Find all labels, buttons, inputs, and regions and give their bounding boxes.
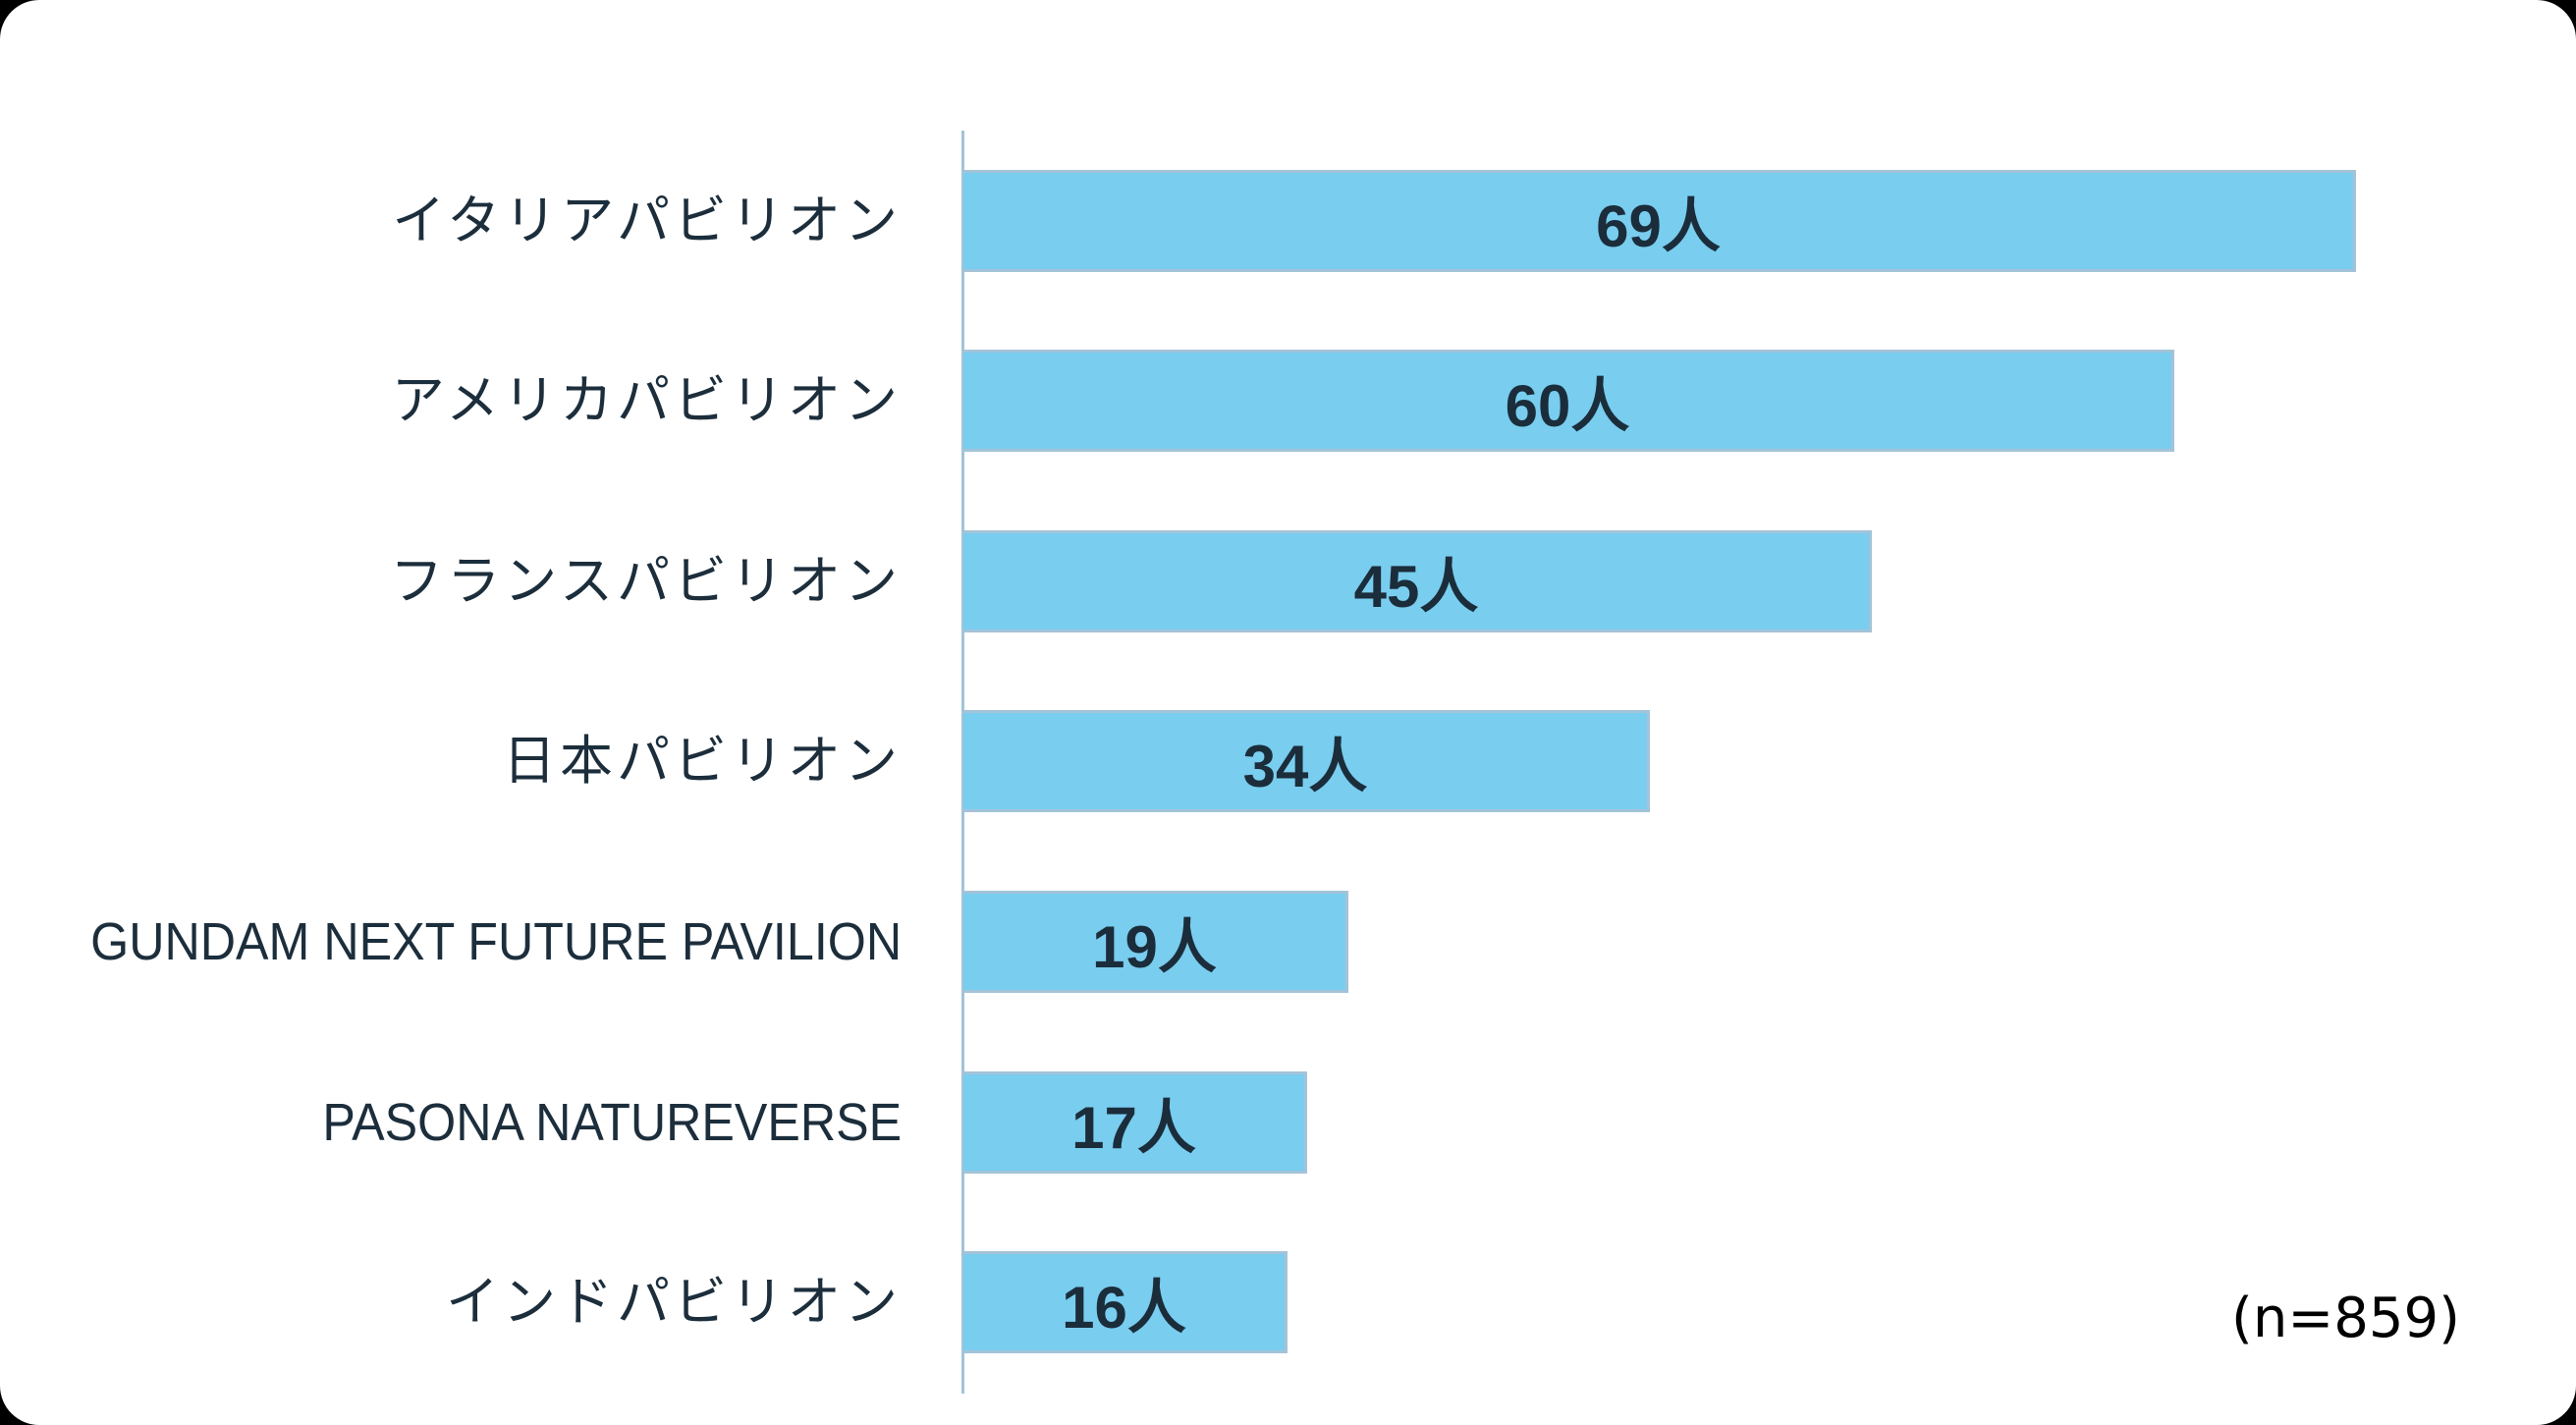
bar-value-label: 17人 [1071,1094,1196,1161]
bar: 16人 [963,1251,1288,1353]
category-label: PASONA NATUREVERSE [322,1093,902,1152]
category-label: アメリカパビリオン [391,369,902,431]
bar: 17人 [963,1071,1307,1174]
bar-row-japan: 日本パビリオン 34人 [0,710,2576,812]
bar: 19人 [963,891,1348,993]
bar-row-gundam: GUNDAM NEXT FUTURE PAVILION 19人 [0,891,2576,993]
category-label: フランスパビリオン [390,550,902,612]
category-label: インドパビリオン [446,1271,902,1333]
bar-row-france: フランスパビリオン 45人 [0,530,2576,632]
category-axis-line [961,131,964,1394]
bar-value-label: 45人 [1353,553,1479,620]
bar-row-usa: アメリカパビリオン 60人 [0,350,2576,452]
bar: 69人 [963,170,2356,272]
bar-row-italy: イタリアパビリオン 69人 [0,170,2576,272]
bar-value-label: 34人 [1242,733,1368,799]
bar-value-label: 69人 [1596,192,1721,259]
bar: 45人 [963,530,1872,632]
bar-value-label: 16人 [1062,1274,1186,1341]
bar-row-pasona: PASONA NATUREVERSE 17人 [0,1071,2576,1174]
bar-value-label: 60人 [1505,372,1630,439]
category-label: 日本パビリオン [503,730,902,792]
category-label: GUNDAM NEXT FUTURE PAVILION [90,912,902,971]
category-label: イタリアパビリオン [392,190,902,251]
bar: 60人 [963,350,2174,452]
bar: 34人 [963,710,1650,812]
bar-value-label: 19人 [1092,913,1217,980]
sample-size-note: (n=859) [2231,1287,2460,1350]
bar-row-india: インドパビリオン 16人 [0,1251,2576,1353]
